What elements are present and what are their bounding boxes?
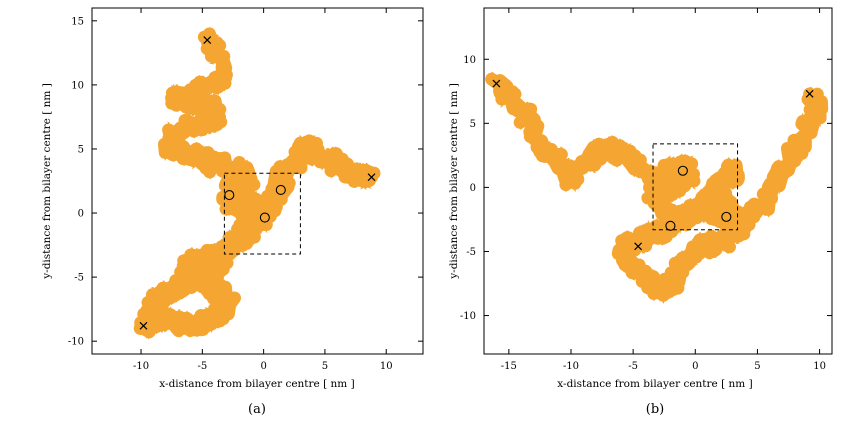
cross-marker-b xyxy=(634,242,643,251)
cross-marker-a xyxy=(139,321,148,330)
caption-b: (b) xyxy=(646,402,664,417)
trajectory-b xyxy=(485,71,829,304)
y-tick-label-a: 15 xyxy=(71,16,84,27)
x-tick-label-b: 5 xyxy=(754,361,760,372)
circle-marker-b xyxy=(677,165,688,176)
caption-a: (a) xyxy=(248,402,266,417)
dashed-box-b xyxy=(652,143,739,231)
y-tick-label-b: 0 xyxy=(470,183,476,194)
x-axis-label-a: x-distance from bilayer centre [ nm ] xyxy=(159,378,354,390)
y-tick-label-b: 5 xyxy=(470,119,476,130)
dashed-box-a xyxy=(223,172,301,255)
markers-a xyxy=(139,36,376,330)
x-tick-label-b: 0 xyxy=(692,361,698,372)
y-axis-label-a: y-distance from bilayer centre [ nm ] xyxy=(41,83,53,280)
cross-marker-a xyxy=(367,173,376,182)
panel-a: -10 -5 0 5 10 -10 -5 0 5 10 15 x-distance from bil… xyxy=(41,7,424,417)
x-tick-label-a: 10 xyxy=(380,361,393,372)
cross-stroke xyxy=(367,173,376,182)
cross-stroke xyxy=(139,321,148,330)
ticks-a: -10 -5 0 5 10 -10 -5 0 5 10 15 xyxy=(68,8,423,372)
trajectory-edge-high-b-0 xyxy=(491,71,823,290)
cross-stroke xyxy=(203,36,212,44)
trajectory-edge-high-a-0 xyxy=(138,26,376,326)
x-tick-label-b: -5 xyxy=(628,361,638,372)
y-tick-label-b: 10 xyxy=(463,55,476,66)
x-tick-label-b: -15 xyxy=(501,361,517,372)
x-axis-label-b: x-distance from bilayer centre [ nm ] xyxy=(557,378,752,390)
x-tick-label-a: 0 xyxy=(260,361,266,372)
panel-b: -15 -10 -5 0 5 10 -10 -5 0 5 10 x-distance from bi… xyxy=(448,7,833,417)
y-tick-label-a: 10 xyxy=(71,80,84,91)
x-tick-label-a: -10 xyxy=(133,361,149,372)
cross-stroke xyxy=(805,89,814,98)
y-tick-label-a: -10 xyxy=(68,337,84,348)
y-tick-label-a: 5 xyxy=(78,144,84,155)
circle-marker-b xyxy=(665,220,676,231)
cross-stroke xyxy=(492,79,501,88)
y-tick-label-b: -10 xyxy=(460,311,476,322)
trajectory-edge-low-a-0 xyxy=(138,40,376,340)
x-tick-label-a: 5 xyxy=(322,361,328,372)
markers-b xyxy=(492,79,814,251)
x-tick-label-a: -5 xyxy=(197,361,207,372)
y-axis-label-b: y-distance from bilayer centre [ nm ] xyxy=(448,83,460,280)
cross-marker-b xyxy=(492,79,501,88)
trajectory-edge-low-b-0 xyxy=(491,85,823,304)
circle-marker-a xyxy=(224,190,235,201)
y-tick-label-b: -5 xyxy=(466,247,476,258)
x-tick-label-b: 10 xyxy=(813,361,826,372)
x-tick-label-b: -10 xyxy=(563,361,579,372)
cross-marker-a xyxy=(203,36,212,44)
circle-marker-b xyxy=(721,211,732,222)
circle-marker-a xyxy=(275,184,286,196)
cross-marker-b xyxy=(805,89,814,98)
y-tick-label-a: -5 xyxy=(74,273,84,284)
cross-stroke xyxy=(634,242,643,251)
circle-marker-a xyxy=(259,212,270,223)
ticks-b: -15 -10 -5 0 5 10 -10 -5 0 5 10 xyxy=(460,8,832,372)
y-tick-label-a: 0 xyxy=(78,209,84,220)
trajectory-a xyxy=(133,26,381,340)
